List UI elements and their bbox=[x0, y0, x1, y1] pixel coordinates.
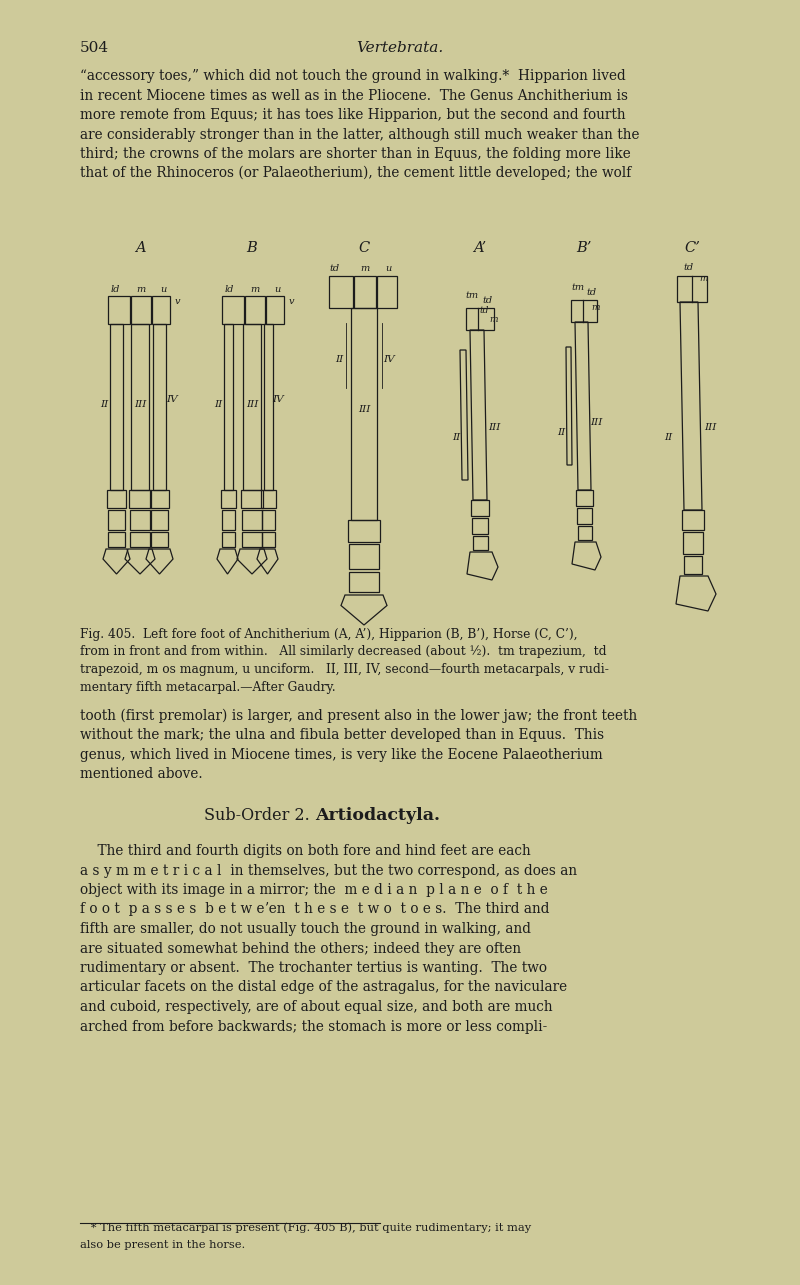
Text: III: III bbox=[134, 400, 146, 409]
Text: u: u bbox=[274, 285, 280, 294]
Text: 504: 504 bbox=[80, 41, 109, 55]
Text: td: td bbox=[483, 296, 493, 305]
Text: II: II bbox=[664, 433, 672, 442]
Text: Fig. 405.  Left fore foot of Anchitherium (A, A’), Hipparion (B, B’), Horse (C, : Fig. 405. Left fore foot of Anchitherium… bbox=[80, 628, 578, 641]
Text: IV: IV bbox=[166, 394, 178, 403]
Text: II: II bbox=[100, 400, 108, 409]
Text: td: td bbox=[587, 288, 597, 297]
Text: C’: C’ bbox=[684, 242, 700, 254]
Text: II: II bbox=[335, 355, 343, 364]
Text: more remote from Equus; it has toes like Hipparion, but the second and fourth: more remote from Equus; it has toes like… bbox=[80, 108, 626, 122]
Text: A: A bbox=[134, 242, 146, 254]
Text: f o o t  p a s s e s  b e t w eʼen  t h e s e  t w o  t o e s.  The third and: f o o t p a s s e s b e t w eʼen t h e s… bbox=[80, 902, 550, 916]
Text: II: II bbox=[214, 400, 222, 409]
Text: * The fifth metacarpal is present (Fig. 405 B), but quite rudimentary; it may: * The fifth metacarpal is present (Fig. … bbox=[80, 1222, 531, 1234]
Text: Vertebrata.: Vertebrata. bbox=[356, 41, 444, 55]
Text: fifth are smaller, do not usually touch the ground in walking, and: fifth are smaller, do not usually touch … bbox=[80, 923, 531, 935]
Text: td: td bbox=[684, 263, 694, 272]
Text: rudimentary or absent.  The trochanter tertius is wanting.  The two: rudimentary or absent. The trochanter te… bbox=[80, 961, 547, 975]
Text: third; the crowns of the molars are shorter than in Equus, the folding more like: third; the crowns of the molars are shor… bbox=[80, 146, 630, 161]
Text: m: m bbox=[490, 315, 498, 324]
Text: u: u bbox=[385, 263, 391, 272]
Text: a s y m m e t r i c a l  in themselves, but the two correspond, as does an: a s y m m e t r i c a l in themselves, b… bbox=[80, 864, 577, 878]
Text: m: m bbox=[250, 285, 260, 294]
Text: B: B bbox=[246, 242, 258, 254]
Text: IV: IV bbox=[272, 394, 284, 403]
Text: m: m bbox=[360, 263, 370, 272]
Text: v: v bbox=[174, 297, 180, 306]
Text: ld: ld bbox=[224, 285, 234, 294]
Text: III: III bbox=[704, 423, 716, 432]
Text: td: td bbox=[330, 263, 340, 272]
Text: object with its image in a mirror; the  m e d i a n  p l a n e  o f  t h e: object with its image in a mirror; the m… bbox=[80, 883, 548, 897]
Text: tm: tm bbox=[466, 290, 478, 299]
Text: II: II bbox=[452, 433, 460, 442]
Text: Sub-Order 2.: Sub-Order 2. bbox=[204, 807, 310, 824]
Text: tm: tm bbox=[571, 283, 585, 292]
Text: trapezoid, m os magnum, u unciform.   II, III, IV, second—fourth metacarpals, v : trapezoid, m os magnum, u unciform. II, … bbox=[80, 663, 609, 676]
Text: III: III bbox=[488, 423, 500, 432]
Text: m: m bbox=[700, 274, 708, 283]
Text: mentary fifth metacarpal.—After Gaudry.: mentary fifth metacarpal.—After Gaudry. bbox=[80, 681, 336, 694]
Text: Artiodactyla.: Artiodactyla. bbox=[315, 807, 440, 824]
Text: tooth (first premolar) is larger, and present also in the lower jaw; the front t: tooth (first premolar) is larger, and pr… bbox=[80, 708, 638, 723]
Text: m: m bbox=[592, 303, 600, 312]
Text: II: II bbox=[557, 428, 565, 437]
Text: u: u bbox=[160, 285, 166, 294]
Text: articular facets on the distal edge of the astragalus, for the naviculare: articular facets on the distal edge of t… bbox=[80, 980, 567, 995]
Text: IV: IV bbox=[383, 355, 395, 364]
Text: The third and fourth digits on both fore and hind feet are each: The third and fourth digits on both fore… bbox=[80, 844, 530, 858]
Text: v: v bbox=[288, 297, 294, 306]
Text: arched from before backwards; the stomach is more or less compli-: arched from before backwards; the stomac… bbox=[80, 1019, 547, 1033]
Text: are situated somewhat behind the others; indeed they are often: are situated somewhat behind the others;… bbox=[80, 942, 521, 956]
Text: and cuboid, respectively, are of about equal size, and both are much: and cuboid, respectively, are of about e… bbox=[80, 1000, 553, 1014]
Text: III: III bbox=[246, 400, 258, 409]
Text: III: III bbox=[590, 418, 602, 427]
Text: without the mark; the ulna and fibula better developed than in Equus.  This: without the mark; the ulna and fibula be… bbox=[80, 729, 604, 743]
Text: A’: A’ bbox=[474, 242, 486, 254]
Text: that of the Rhinoceros (or Palaeotherium), the cement little developed; the wolf: that of the Rhinoceros (or Palaeotherium… bbox=[80, 166, 631, 180]
Text: also be present in the horse.: also be present in the horse. bbox=[80, 1240, 246, 1250]
Text: from in front and from within.   All similarly decreased (about ½).  tm trapeziu: from in front and from within. All simil… bbox=[80, 645, 606, 658]
Text: C: C bbox=[358, 242, 370, 254]
Text: mentioned above.: mentioned above. bbox=[80, 767, 202, 781]
Text: in recent Miocene times as well as in the Pliocene.  The Genus Anchitherium is: in recent Miocene times as well as in th… bbox=[80, 89, 628, 103]
Text: td: td bbox=[479, 306, 489, 315]
Text: m: m bbox=[136, 285, 146, 294]
Text: genus, which lived in Miocene times, is very like the Eocene Palaeotherium: genus, which lived in Miocene times, is … bbox=[80, 748, 602, 762]
Text: ld: ld bbox=[110, 285, 120, 294]
Text: III: III bbox=[358, 405, 370, 414]
Text: “accessory toes,” which did not touch the ground in walking.*  Hipparion lived: “accessory toes,” which did not touch th… bbox=[80, 69, 626, 84]
Text: B’: B’ bbox=[576, 242, 592, 254]
Text: are considerably stronger than in the latter, although still much weaker than th: are considerably stronger than in the la… bbox=[80, 127, 639, 141]
